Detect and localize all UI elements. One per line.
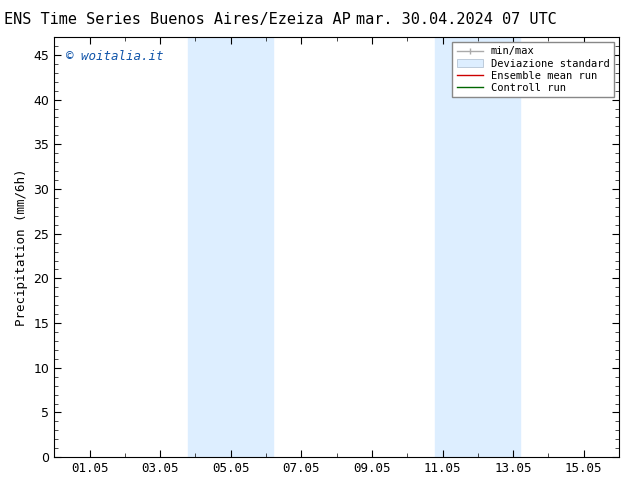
Text: © woitalia.it: © woitalia.it [65, 49, 163, 63]
Text: mar. 30.04.2024 07 UTC: mar. 30.04.2024 07 UTC [356, 12, 557, 27]
Y-axis label: Precipitation (mm/6h): Precipitation (mm/6h) [15, 169, 28, 326]
Bar [188, 37, 273, 457]
Text: ENS Time Series Buenos Aires/Ezeiza AP: ENS Time Series Buenos Aires/Ezeiza AP [4, 12, 351, 27]
Bar [436, 37, 520, 457]
Legend: min/max, Deviazione standard, Ensemble mean run, Controll run: min/max, Deviazione standard, Ensemble m… [452, 42, 614, 97]
